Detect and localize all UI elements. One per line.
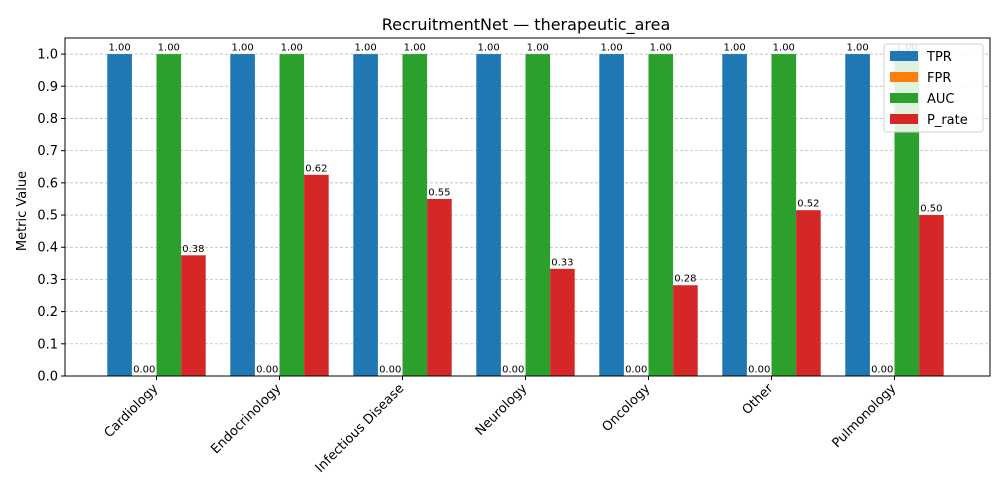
bar-p-rate [304,174,329,376]
bar-p-rate [919,215,944,376]
bar-tpr [476,54,501,376]
data-label: 1.00 [108,43,130,54]
bar-tpr [230,54,255,376]
data-label: 1.00 [650,43,672,54]
data-label: 0.52 [797,199,819,210]
bar-p-rate [673,285,698,376]
bar-auc [402,54,428,376]
y-tick-label: 0.8 [37,112,58,127]
bar-auc [771,54,797,376]
data-label: 1.00 [404,43,426,54]
bar-auc [648,54,674,376]
bar-tpr [599,54,624,376]
data-label: 1.00 [281,43,303,54]
data-label: 0.28 [674,274,696,285]
bar-tpr [107,54,132,376]
chart-title: RecruitmentNet — therapeutic_area [382,15,671,35]
data-label: 1.00 [527,43,549,54]
bar-p-rate [796,210,821,376]
y-tick-label: 0.9 [37,80,58,95]
data-label: 1.00 [846,43,868,54]
legend-label: AUC [927,92,955,107]
data-label: 1.00 [477,43,499,54]
y-tick-label: 0.4 [37,241,58,256]
data-label: 0.00 [133,365,155,376]
legend-label: P_rate [927,113,968,128]
legend-swatch [890,93,918,103]
plot-area-frame [64,37,991,377]
data-label: 0.00 [625,365,647,376]
bar-auc [525,54,551,376]
y-tick-label: 1.0 [37,48,58,63]
y-tick-label: 0.5 [37,209,58,224]
bar-tpr [845,54,870,376]
data-label: 0.62 [305,163,327,174]
bar-tpr [353,54,378,376]
legend-label: FPR [927,71,951,86]
data-label: 1.00 [231,43,253,54]
bar-p-rate [427,198,452,376]
bar-auc [156,54,182,376]
legend-swatch [890,51,918,61]
bar-auc [279,54,305,376]
data-label: 0.38 [182,244,204,255]
data-label: 0.00 [502,365,524,376]
y-tick-label: 0.1 [37,337,58,352]
legend-swatch [890,114,918,124]
data-label: 1.00 [354,43,376,54]
data-label: 0.33 [551,257,573,268]
y-tick-label: 0.0 [37,370,58,385]
legend: TPR FPR AUC P_rate [883,43,984,133]
data-label: 0.00 [871,365,893,376]
bars [107,54,944,376]
y-axis-label: Metric Value [15,171,30,251]
y-tick-label: 0.3 [37,273,58,288]
data-label: 0.00 [748,365,770,376]
bar-p-rate [181,255,206,376]
bar-p-rate [550,268,575,376]
y-tick-label: 0.6 [37,176,58,191]
bar-tpr [722,54,747,376]
data-label: 0.00 [256,365,278,376]
data-label: 1.00 [723,43,745,54]
y-axis: 0.0 0.1 0.2 0.3 0.4 0.5 0.6 0.7 0.8 0.9 1.0 [37,48,65,385]
y-tick-label: 0.7 [37,144,58,159]
legend-swatch [890,72,918,82]
y-tick-label: 0.2 [37,305,58,320]
data-label: 1.00 [773,43,795,54]
data-label: 1.00 [600,43,622,54]
legend-label: TPR [926,50,952,65]
data-label: 1.00 [158,43,180,54]
data-label: 0.50 [920,204,942,215]
data-label: 0.00 [379,365,401,376]
legend-box [883,43,984,133]
data-label: 0.55 [428,187,450,198]
